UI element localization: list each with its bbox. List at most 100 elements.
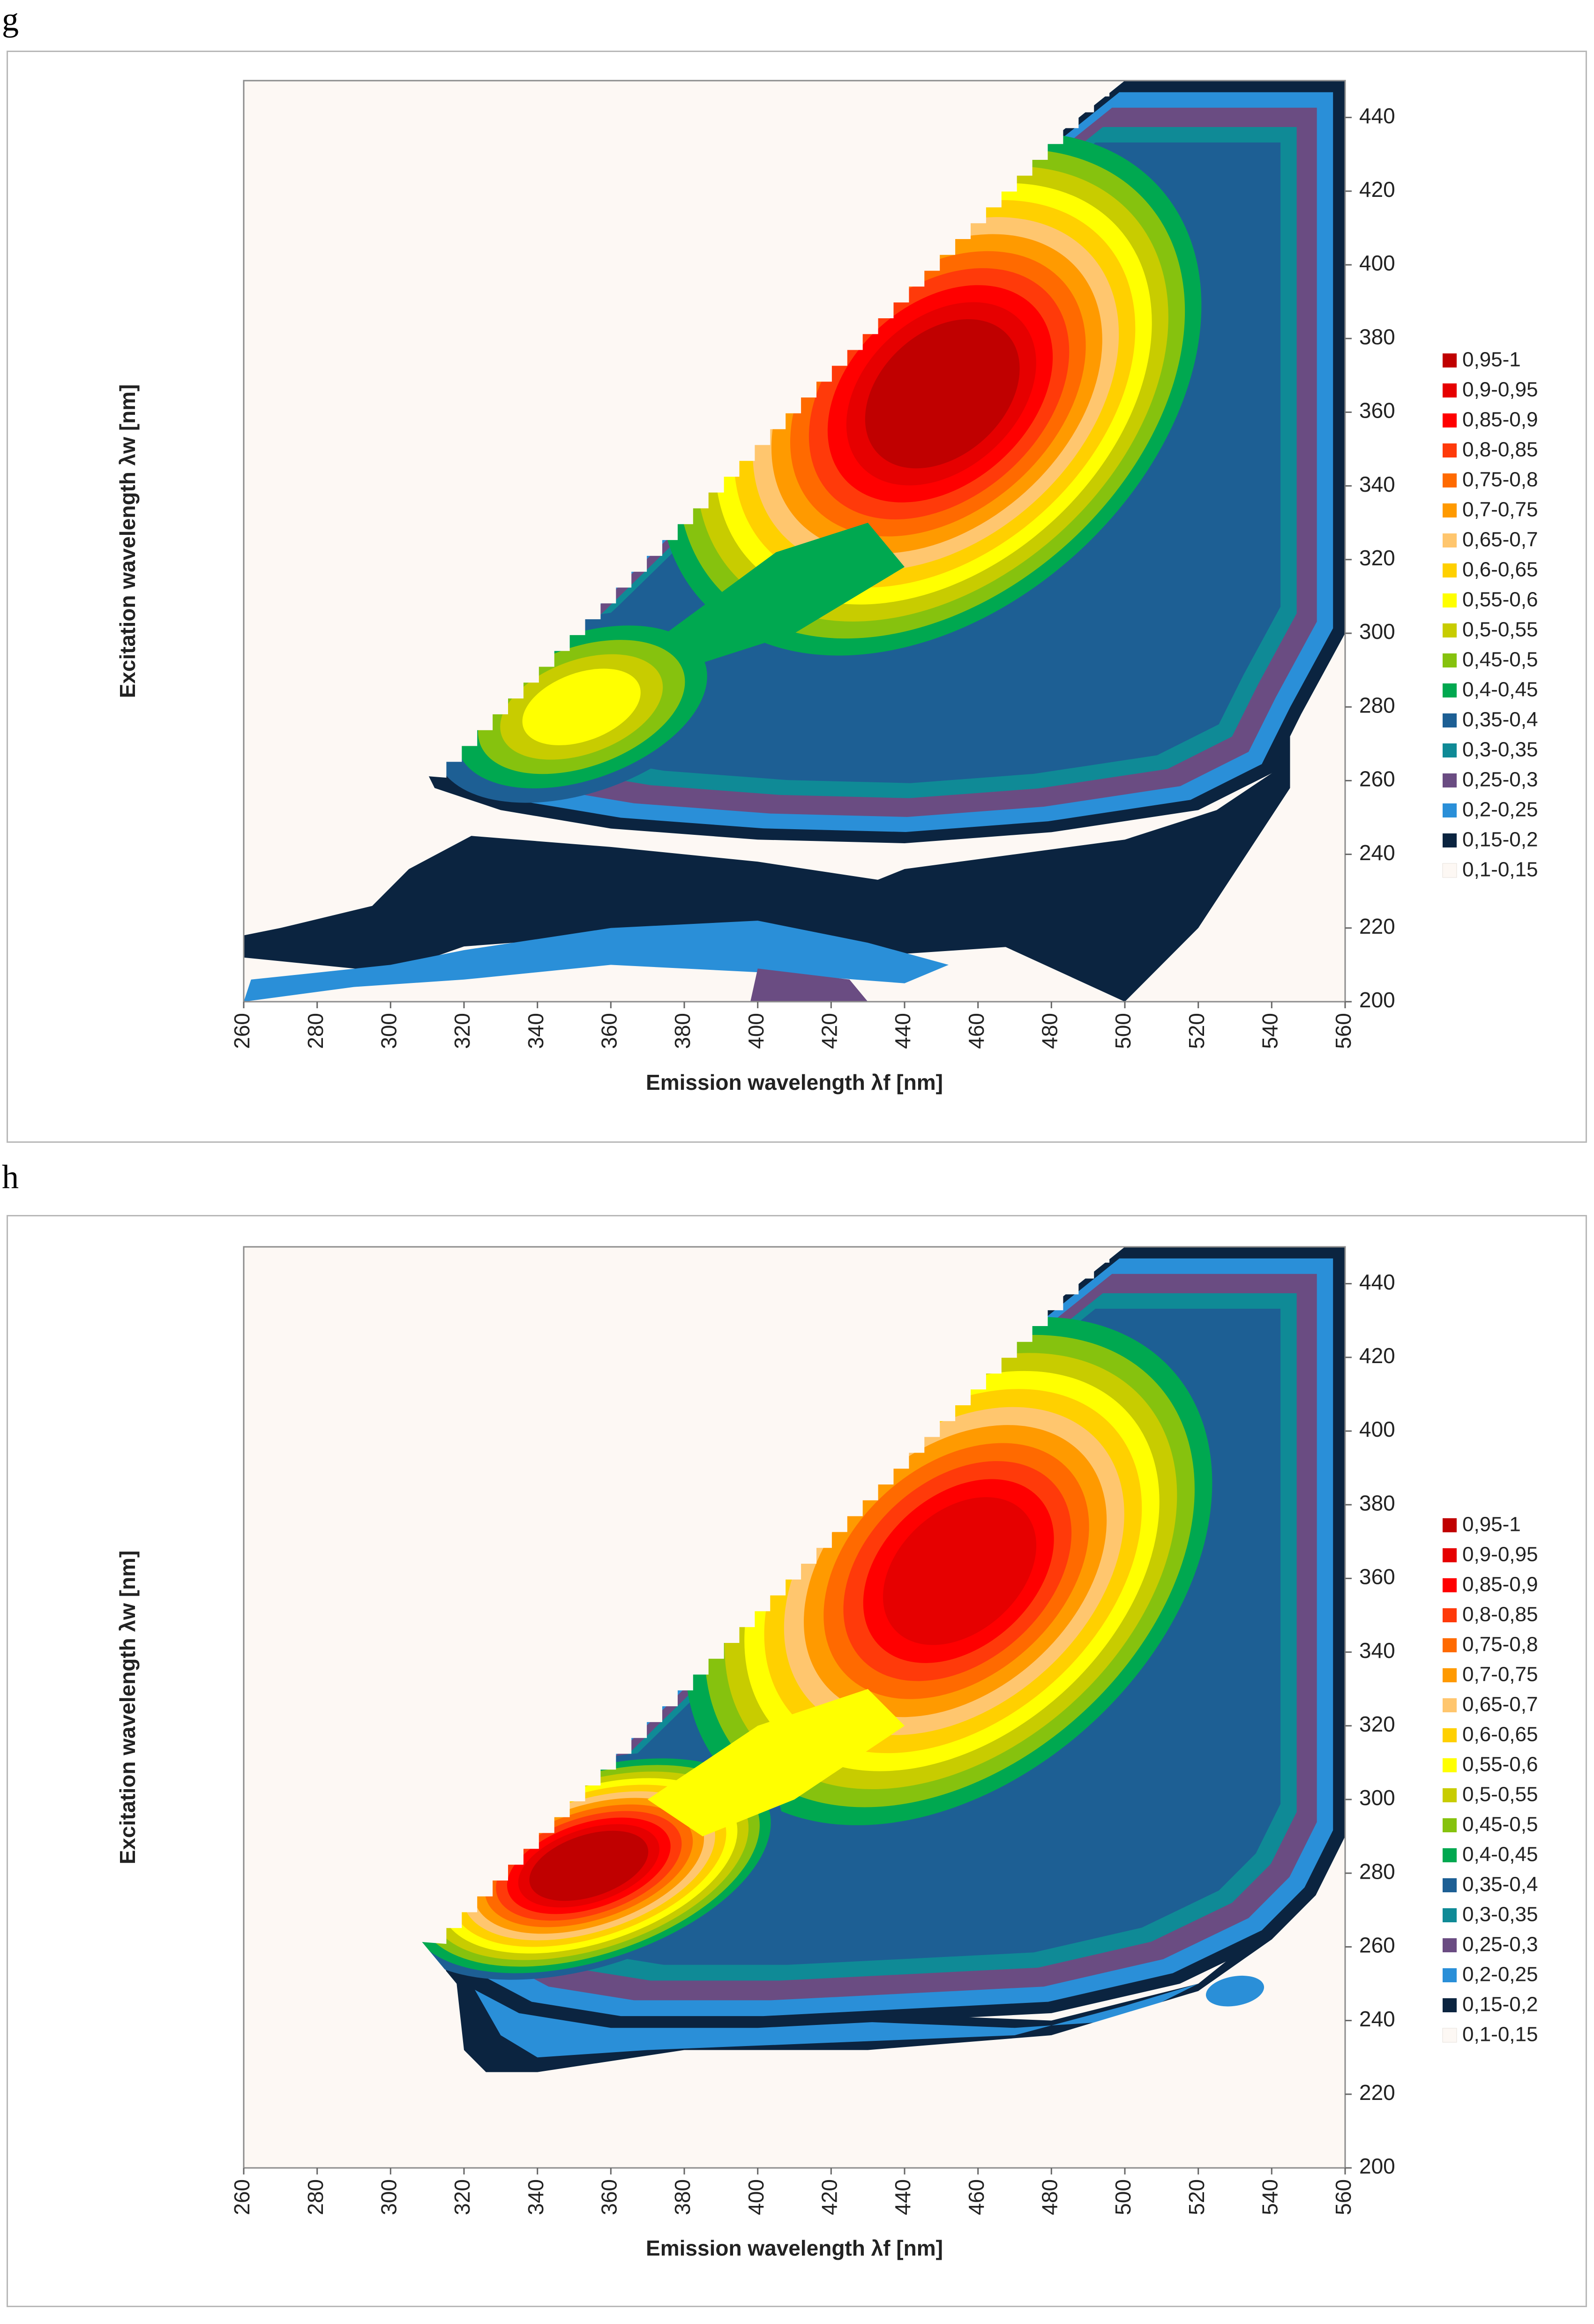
legend-label: 0,45-0,5	[1462, 648, 1538, 671]
legend-swatch	[1443, 1968, 1457, 1982]
right-tail	[868, 725, 1290, 1002]
legend-label: 0,65-0,7	[1462, 1693, 1538, 1716]
legend: 0,95-1 0,9-0,95 0,85-0,9 0,8-0,85 0,75-0,8 0,…	[1442, 348, 1538, 881]
main-peak-level-0	[865, 319, 1020, 469]
bottom-mask	[244, 1939, 1345, 2168]
legend-label: 0,2-0,25	[1462, 1963, 1538, 1986]
legend-label: 0,3-0,35	[1462, 738, 1538, 761]
legend-swatch	[1443, 1788, 1457, 1802]
x-tick-label: 300	[376, 1013, 401, 1049]
legend-label: 0,9-0,95	[1462, 378, 1538, 401]
x-axis-title: Emission wavelength λf [nm]	[646, 2236, 943, 2260]
y-tick-label: 260	[1359, 1933, 1395, 1957]
legend-label: 0,9-0,95	[1462, 1543, 1538, 1566]
y-tick-label: 340	[1359, 472, 1395, 496]
y-tick-label: 340	[1359, 1638, 1395, 1663]
legend-swatch	[1442, 863, 1457, 878]
legend-swatch	[1443, 803, 1457, 817]
y-tick-label: 220	[1359, 914, 1395, 938]
y-tick-label: 300	[1359, 619, 1395, 644]
x-tick-label: 420	[817, 1013, 841, 1049]
legend-swatch	[1443, 1668, 1457, 1682]
x-tick-label: 380	[670, 2179, 695, 2215]
y-tick-label: 420	[1359, 1343, 1395, 1368]
legend-label: 0,95-1	[1462, 348, 1521, 371]
legend-label: 0,2-0,25	[1462, 798, 1538, 821]
y-tick-label: 360	[1359, 1565, 1395, 1589]
legend-label: 0,95-1	[1462, 1513, 1521, 1536]
y-tick-label: 440	[1359, 1270, 1395, 1294]
y-tick-label: 320	[1359, 546, 1395, 570]
lower-left-mask	[244, 773, 427, 914]
lower-left-mask	[244, 1939, 464, 2168]
x-tick-label: 560	[1331, 2179, 1355, 2215]
bridge-yellow	[647, 1689, 905, 1837]
secondary-peak-level-0	[529, 1830, 649, 1901]
x-tick-label: 300	[376, 2179, 401, 2215]
y-tick-label: 400	[1359, 251, 1395, 275]
legend-swatch	[1443, 623, 1457, 637]
y-tick-label: 380	[1359, 324, 1395, 349]
legend-label: 0,4-0,45	[1462, 1843, 1538, 1866]
y-tick-label: 200	[1359, 988, 1395, 1012]
legend-swatch	[1443, 683, 1457, 697]
legend-swatch	[1443, 1728, 1457, 1742]
x-tick-label: 280	[303, 2179, 328, 2215]
legend-label: 0,85-0,9	[1462, 408, 1538, 431]
x-tick-label: 480	[1037, 2179, 1062, 2215]
y-tick-label: 360	[1359, 398, 1395, 423]
legend-label: 0,15-0,2	[1462, 1993, 1538, 2016]
legend-label: 0,4-0,45	[1462, 678, 1538, 701]
legend-label: 0,25-0,3	[1462, 768, 1538, 791]
x-tick-label: 260	[230, 2179, 254, 2215]
x-tick-label: 460	[964, 2179, 988, 2215]
x-axis-title: Emission wavelength λf [nm]	[646, 1070, 943, 1095]
x-tick-label: 340	[524, 1013, 548, 1049]
legend-swatch	[1443, 563, 1457, 577]
y-tick-label: 280	[1359, 1859, 1395, 1883]
legend-swatch	[1443, 1938, 1457, 1952]
contour-layers	[244, 1247, 1345, 2168]
plot-border	[243, 80, 1346, 1003]
contour-layers	[244, 81, 1345, 1002]
legend-swatch	[1443, 473, 1457, 487]
small-blob	[1206, 1975, 1264, 2007]
x-tick-label: 420	[817, 2179, 841, 2215]
legend-label: 0,6-0,65	[1462, 558, 1538, 581]
legend-label: 0,25-0,3	[1462, 1933, 1538, 1956]
legend-swatch	[1443, 1518, 1457, 1532]
y-tick-label: 240	[1359, 2007, 1395, 2031]
legend-label: 0,15-0,2	[1462, 828, 1538, 851]
legend-swatch	[1443, 1998, 1457, 2012]
legend-label: 0,55-0,6	[1462, 1753, 1538, 1776]
x-tick-label: 440	[891, 2179, 915, 2215]
legend: 0,95-1 0,9-0,95 0,85-0,9 0,8-0,85 0,75-0,8 0,…	[1442, 1513, 1538, 2046]
x-tick-label: 520	[1184, 2179, 1209, 2215]
x-tick-label: 500	[1111, 1013, 1135, 1049]
y-tick-label: 220	[1359, 2080, 1395, 2105]
legend-swatch	[1443, 1878, 1457, 1892]
legend-swatch	[1443, 743, 1457, 757]
legend-swatch	[1443, 1848, 1457, 1862]
legend-label: 0,75-0,8	[1462, 468, 1538, 491]
legend-label: 0,35-0,4	[1462, 1873, 1538, 1896]
x-tick-label: 280	[303, 1013, 328, 1049]
panel-label-g: g	[2, 0, 19, 38]
x-tick-label: 440	[891, 1013, 915, 1049]
low-band-3	[750, 968, 868, 1002]
y-tick-label: 400	[1359, 1417, 1395, 1441]
legend-label: 0,1-0,15	[1462, 2023, 1538, 2046]
x-tick-label: 380	[670, 1013, 695, 1049]
legend-swatch	[1443, 773, 1457, 787]
legend-swatch	[1443, 1698, 1457, 1712]
secondary-peak-level-8	[522, 668, 641, 745]
x-tick-label: 500	[1111, 2179, 1135, 2215]
legend-swatch	[1443, 713, 1457, 727]
low-band-2	[244, 921, 949, 1002]
panel-label-h: h	[2, 1158, 19, 1196]
plot-border	[243, 1246, 1346, 2169]
low-band-2	[471, 1984, 1198, 2058]
chart-g: 260 280 300 320 340 360 380 400 420 440 460 480 500 5…	[115, 80, 1538, 1095]
legend-swatch	[1443, 1758, 1457, 1772]
legend-label: 0,3-0,35	[1462, 1903, 1538, 1926]
